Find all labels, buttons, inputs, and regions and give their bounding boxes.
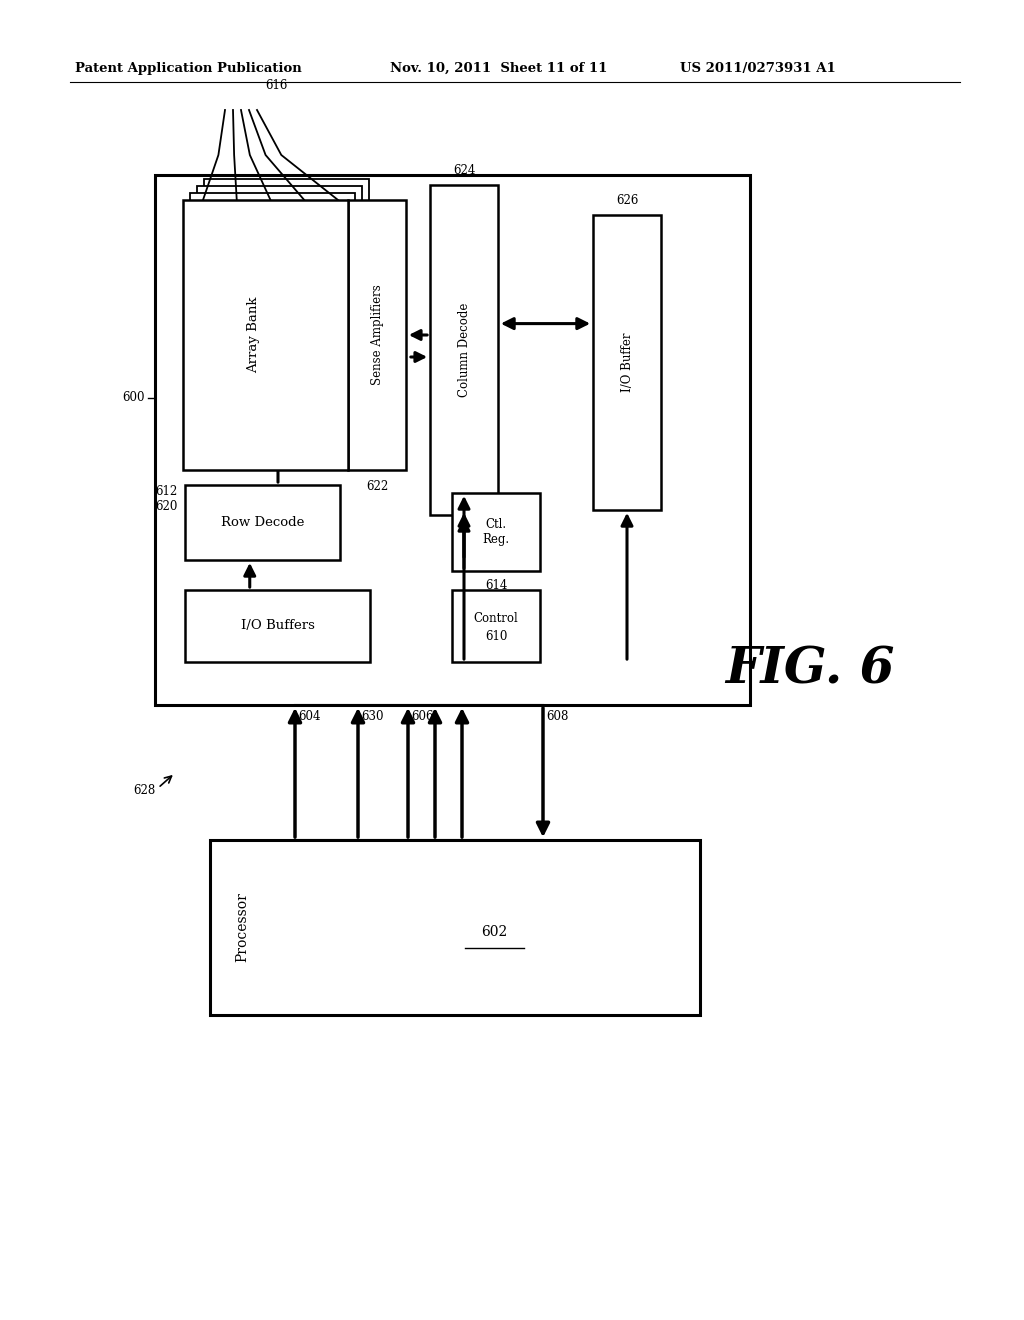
Bar xyxy=(185,484,340,560)
Text: Nov. 10, 2011  Sheet 11 of 11: Nov. 10, 2011 Sheet 11 of 11 xyxy=(390,62,607,75)
Bar xyxy=(183,201,348,470)
Bar xyxy=(155,176,750,705)
Text: Processor: Processor xyxy=(234,892,249,962)
Text: Patent Application Publication: Patent Application Publication xyxy=(75,62,302,75)
Text: 604: 604 xyxy=(298,710,321,723)
Text: 628: 628 xyxy=(133,784,155,796)
Text: 622: 622 xyxy=(366,480,388,492)
Text: 606: 606 xyxy=(411,710,433,723)
Text: 602: 602 xyxy=(481,925,507,940)
Text: US 2011/0273931 A1: US 2011/0273931 A1 xyxy=(680,62,836,75)
Text: Row Decode: Row Decode xyxy=(221,516,304,529)
Bar xyxy=(348,201,406,470)
Text: 624: 624 xyxy=(453,164,475,177)
Bar xyxy=(430,185,498,515)
Bar xyxy=(185,590,370,663)
Bar xyxy=(204,180,369,449)
Text: 614: 614 xyxy=(484,579,507,591)
Text: Ctl.: Ctl. xyxy=(485,517,507,531)
Text: I/O Buffers: I/O Buffers xyxy=(241,619,314,632)
Bar xyxy=(452,590,540,663)
Bar xyxy=(190,193,355,463)
Bar xyxy=(593,215,662,510)
Text: Reg.: Reg. xyxy=(482,533,510,546)
Text: 600: 600 xyxy=(123,391,145,404)
Text: 626: 626 xyxy=(615,194,638,207)
Text: Control: Control xyxy=(474,611,518,624)
Text: 630: 630 xyxy=(361,710,384,723)
Text: 608: 608 xyxy=(546,710,568,723)
Text: Column Decode: Column Decode xyxy=(458,302,470,397)
Text: FIG. 6: FIG. 6 xyxy=(725,645,895,694)
Text: I/O Buffer: I/O Buffer xyxy=(621,333,634,392)
Text: 616: 616 xyxy=(265,79,288,92)
Text: 610: 610 xyxy=(484,630,507,643)
Text: Array Bank: Array Bank xyxy=(247,297,260,374)
Bar xyxy=(210,840,700,1015)
Text: Sense Amplifiers: Sense Amplifiers xyxy=(371,285,384,385)
Text: 620: 620 xyxy=(155,500,177,513)
Bar xyxy=(452,492,540,572)
Text: 612: 612 xyxy=(155,484,177,498)
Bar xyxy=(197,186,362,455)
